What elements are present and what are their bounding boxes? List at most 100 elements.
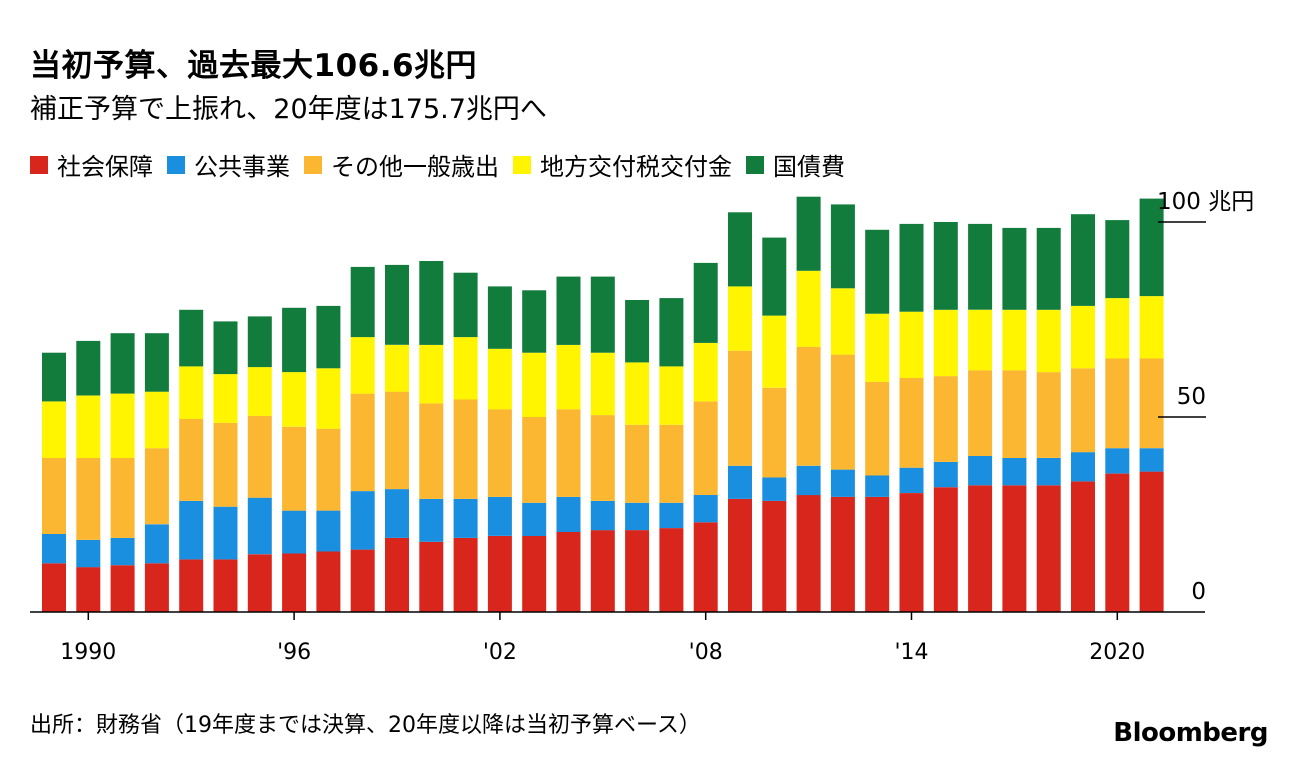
- bar-1993-series-0: [179, 559, 204, 612]
- source-note: 出所：財務省（19年度までは決算、20年度以降は当初予算ベース）: [30, 713, 701, 738]
- bar-2002-series-2: [487, 409, 512, 497]
- bar-2003-series-1: [522, 502, 547, 536]
- bar-1998-series-4: [350, 266, 375, 338]
- bar-2005-series-4: [590, 276, 615, 353]
- bar-2009-series-2: [728, 350, 752, 466]
- bar-2018-series-1: [1036, 458, 1061, 486]
- bar-2019-series-4: [1071, 214, 1095, 306]
- bar-2010-series-2: [762, 387, 787, 478]
- bar-2018-series-0: [1036, 485, 1061, 613]
- bar-1995-series-1: [247, 497, 272, 555]
- bar-1995-series-2: [247, 415, 272, 498]
- bar-2013-series-4: [865, 229, 890, 314]
- bar-1990-series-0: [76, 567, 101, 612]
- legend-item-3: 地方交付税交付金: [513, 147, 732, 182]
- bar-2014-series-3: [899, 311, 924, 378]
- bar-2013-series-0: [865, 496, 890, 612]
- bar-2021-series-2: [1139, 358, 1164, 449]
- chart-title: 当初予算、過去最大106.6兆円: [30, 48, 478, 84]
- bar-1996-series-0: [282, 553, 307, 612]
- bar-1996-series-3: [282, 372, 307, 427]
- bar-2015-series-4: [933, 222, 958, 310]
- legend-swatch: [167, 155, 185, 174]
- legend-item-1: 公共事業: [167, 147, 290, 182]
- bar-1992-series-3: [144, 391, 169, 449]
- bar-2007-series-4: [659, 298, 684, 367]
- stacked-bar-chart: 1990 '96 '02 '08 '14 2020 0 50 100 兆円: [30, 189, 1254, 665]
- bar-2016-series-0: [968, 485, 993, 613]
- bar-2016-series-2: [968, 370, 993, 456]
- bar-2014-series-2: [899, 378, 924, 468]
- legend-label: 地方交付税交付金: [540, 153, 732, 181]
- bar-1999-series-4: [385, 264, 409, 345]
- bar-1997-series-2: [316, 428, 341, 511]
- bar-2015-series-0: [933, 487, 958, 612]
- bar-2008-series-1: [693, 495, 718, 523]
- bar-2012-series-3: [830, 288, 855, 355]
- legend-swatch: [513, 155, 531, 174]
- bar-1990-series-2: [76, 458, 101, 540]
- bar-1989-series-3: [42, 401, 66, 458]
- x-tick-label-2020: 2020: [1089, 640, 1145, 665]
- legend-label: 社会保障: [57, 153, 153, 181]
- bar-2020-series-3: [1105, 298, 1130, 359]
- bar-1995-series-3: [247, 367, 272, 416]
- bar-2010-series-1: [762, 477, 787, 501]
- bar-1998-series-0: [350, 549, 375, 612]
- x-tick-label-1996: '96: [277, 640, 311, 665]
- bar-2006-series-2: [625, 424, 650, 503]
- bar-1997-series-0: [316, 551, 341, 612]
- bar-2000-series-4: [419, 261, 444, 345]
- bar-2004-series-2: [556, 409, 581, 497]
- bar-2019-series-0: [1071, 481, 1095, 612]
- bar-2001-series-4: [453, 272, 478, 338]
- bar-1991-series-0: [110, 565, 135, 612]
- bar-1991-series-1: [110, 537, 135, 566]
- bar-1994-series-2: [213, 422, 238, 507]
- bar-2005-series-2: [590, 415, 615, 501]
- bar-2001-series-1: [453, 498, 478, 538]
- bar-2021-series-0: [1139, 471, 1164, 612]
- bar-2009-series-4: [728, 212, 752, 287]
- bar-1998-series-3: [350, 337, 375, 394]
- bar-2014-series-0: [899, 493, 924, 612]
- bar-1994-series-1: [213, 506, 238, 560]
- bar-2003-series-4: [522, 290, 547, 353]
- legend-item-2: その他一般歳出: [304, 147, 499, 182]
- bar-2004-series-1: [556, 496, 581, 532]
- bar-2008-series-3: [693, 342, 718, 402]
- bar-2001-series-0: [453, 537, 478, 612]
- bar-2019-series-3: [1071, 305, 1095, 369]
- bar-2002-series-4: [487, 286, 512, 349]
- legend-label: 公共事業: [194, 153, 290, 181]
- bar-2021-series-1: [1139, 448, 1164, 472]
- bar-1996-series-1: [282, 510, 307, 554]
- bar-2021-series-3: [1139, 296, 1164, 359]
- bar-1992-series-2: [144, 448, 169, 525]
- bar-2012-series-0: [830, 496, 855, 612]
- bar-2014-series-4: [899, 223, 924, 312]
- bar-2003-series-2: [522, 417, 547, 503]
- bar-2008-series-0: [693, 522, 718, 612]
- legend-swatch: [304, 155, 322, 174]
- bar-1995-series-4: [247, 316, 272, 368]
- bar-1999-series-1: [385, 489, 409, 538]
- bar-2011-series-0: [796, 495, 821, 612]
- legend: 社会保障 公共事業 その他一般歳出 地方交付税交付金 国債費: [30, 147, 859, 182]
- bar-2020-series-2: [1105, 358, 1130, 449]
- bar-2016-series-1: [968, 456, 993, 486]
- bar-2010-series-3: [762, 315, 787, 388]
- bar-2009-series-0: [728, 498, 752, 612]
- x-tick-label-2014: '14: [894, 640, 928, 665]
- bar-1992-series-4: [144, 333, 169, 392]
- bar-2010-series-0: [762, 500, 787, 612]
- bar-2018-series-3: [1036, 309, 1061, 373]
- bar-2011-series-2: [796, 346, 821, 466]
- bar-2003-series-0: [522, 536, 547, 612]
- bar-2021-series-4: [1139, 198, 1164, 297]
- bar-1990-series-3: [76, 395, 101, 458]
- bar-2015-series-3: [933, 309, 958, 377]
- bar-2000-series-1: [419, 498, 444, 542]
- bar-1989-series-0: [42, 563, 66, 613]
- chart-subtitle: 補正予算で上振れ、20年度は175.7兆円へ: [30, 94, 547, 125]
